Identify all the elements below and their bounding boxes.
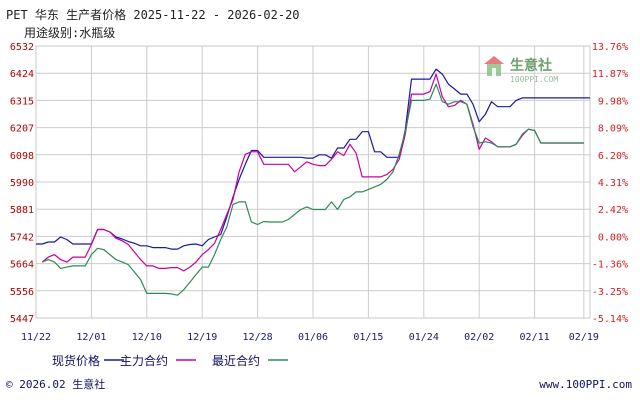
- y-tick-label-right: -5.14%: [592, 314, 628, 325]
- y-tick-label-right: 11.87%: [592, 69, 628, 80]
- x-tick-label: 02/19: [569, 332, 599, 343]
- y-tick-label-right: 0.00%: [598, 232, 628, 243]
- series-layer: [36, 68, 590, 296]
- chart-subtitle: 用途级别:水瓶级: [24, 25, 115, 40]
- x-tick-label: 11/22: [21, 332, 51, 343]
- legend-label: 最近合约: [212, 353, 260, 368]
- y-tick-label-right: 9.98%: [598, 96, 628, 107]
- y-tick-label-right: 2.42%: [598, 205, 628, 216]
- y-tick-label-left: 5742: [10, 232, 34, 243]
- y-tick-label-left: 5881: [10, 205, 34, 216]
- y-tick-label-right: 4.31%: [598, 178, 628, 189]
- x-tick-label: 12/10: [132, 332, 162, 343]
- y-tick-label-left: 5990: [10, 178, 34, 189]
- x-tick-label: 01/24: [409, 332, 439, 343]
- spot-price-line: [36, 68, 590, 250]
- x-tick-label: 12/19: [187, 332, 217, 343]
- house-logo-icon: [484, 56, 504, 76]
- watermark-name: 生意社: [510, 57, 552, 74]
- x-tick-label: 12/28: [243, 332, 273, 343]
- y-tick-label-right: 8.09%: [598, 124, 628, 135]
- y-tick-label-left: 5556: [10, 287, 34, 298]
- footer-copyright: © 2026.02 生意社: [6, 377, 105, 391]
- y-tick-label-left: 5664: [10, 260, 34, 271]
- x-tick-label: 01/15: [353, 332, 383, 343]
- legend: 现货价格 主力合约 最近合约: [52, 353, 288, 368]
- latest-contract-line: [41, 83, 584, 296]
- y-tick-label-left: 6424: [10, 69, 34, 80]
- legend-label: 现货价格: [52, 353, 100, 368]
- legend-label: 主力合约: [120, 353, 168, 368]
- axes: 6532 13.76% 6424 11.87% 6315 9.98% 6207 8.09% 60…: [10, 42, 628, 343]
- x-tick-label: 02/11: [520, 332, 550, 343]
- chart-title: PET 华东 生产者价格 2025-11-22 - 2026-02-20: [6, 7, 300, 22]
- y-tick-label-left: 6315: [10, 96, 34, 107]
- y-tick-label-left: 5447: [10, 314, 34, 325]
- y-tick-label-right: 13.76%: [592, 42, 628, 53]
- x-tick-label: 12/01: [76, 332, 106, 343]
- footer-website: www.100PPI.com: [539, 378, 632, 391]
- x-tick-label: 02/02: [464, 332, 494, 343]
- y-tick-label-right: -1.36%: [592, 260, 628, 271]
- y-tick-label-right: -3.25%: [592, 287, 628, 298]
- y-tick-label-left: 6532: [10, 42, 34, 53]
- watermark-url: 100PPI.COM: [510, 75, 558, 84]
- x-tick-label: 01/06: [298, 332, 328, 343]
- y-tick-label-left: 6207: [10, 124, 34, 135]
- y-tick-label-left: 6098: [10, 151, 34, 162]
- y-tick-label-right: 6.20%: [598, 151, 628, 162]
- main-contract-line: [41, 73, 584, 272]
- watermark: 生意社 100PPI.COM: [484, 56, 558, 84]
